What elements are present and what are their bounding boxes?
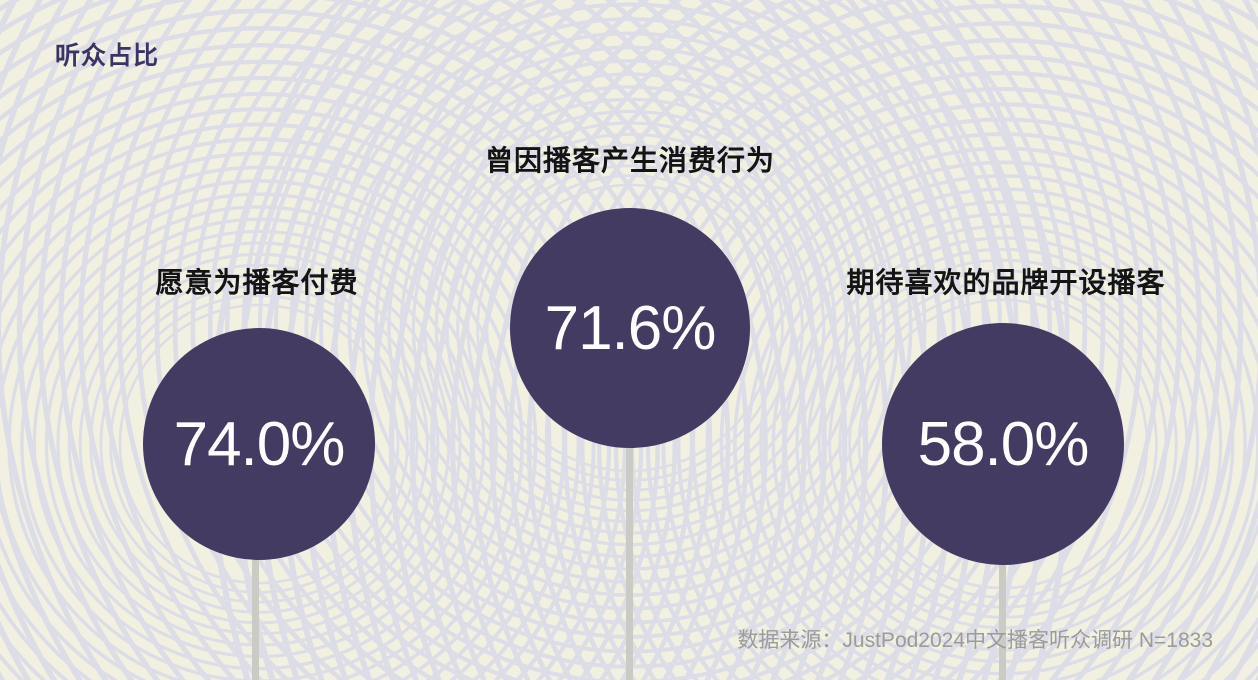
page-title: 听众占比 bbox=[55, 42, 160, 70]
value-text: 71.6% bbox=[544, 293, 717, 363]
category-label: 愿意为播客付费 bbox=[155, 267, 359, 298]
stem-line bbox=[252, 548, 259, 680]
category-label: 期待喜欢的品牌开设播客 bbox=[846, 267, 1166, 298]
category-label: 曾因播客产生消费行为 bbox=[484, 145, 776, 176]
value-bubble: 58.0% bbox=[882, 323, 1124, 565]
value-text: 74.0% bbox=[173, 409, 346, 479]
value-bubble: 71.6% bbox=[510, 208, 750, 448]
data-source-note: 数据来源：JustPod2024中文播客听众调研 N=1833 bbox=[737, 629, 1213, 652]
value-text: 58.0% bbox=[917, 409, 1090, 479]
value-bubble: 74.0% bbox=[143, 328, 375, 560]
stem-line bbox=[999, 552, 1006, 680]
stem-line bbox=[626, 438, 633, 680]
